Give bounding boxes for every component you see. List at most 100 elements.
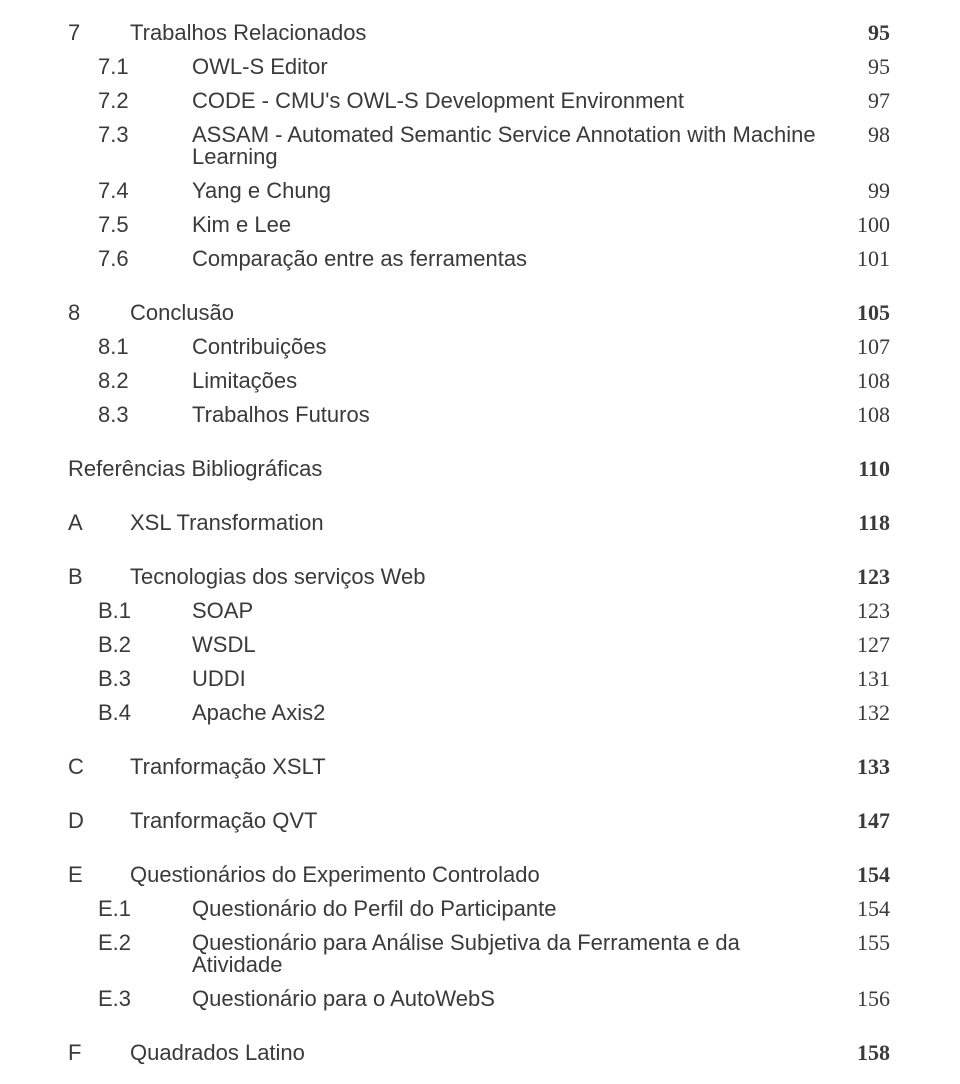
toc-entry-title: Questionários do Experimento Controlado xyxy=(130,864,844,886)
toc-subentry: E.1Questionário do Perfil do Participant… xyxy=(68,898,890,920)
toc-entry-page: 118 xyxy=(844,512,890,534)
toc-entry-number: E.3 xyxy=(68,988,192,1010)
toc-entry-title: Comparação entre as ferramentas xyxy=(192,248,844,270)
toc-entry-title: Questionário para Análise Subjetiva da F… xyxy=(192,932,844,976)
toc-entry-page: 99 xyxy=(844,180,890,202)
toc-subentry: 7.6Comparação entre as ferramentas101 xyxy=(68,248,890,270)
toc-entry-title: Yang e Chung xyxy=(192,180,844,202)
toc-entry-title: UDDI xyxy=(192,668,844,690)
toc-subentry: B.3UDDI131 xyxy=(68,668,890,690)
toc-entry-page: 123 xyxy=(844,600,890,622)
toc-entry-page: 110 xyxy=(844,458,890,480)
toc-entry-number: A xyxy=(68,512,130,534)
toc-entry-number: B.2 xyxy=(68,634,192,656)
toc-entry-page: 98 xyxy=(844,124,890,146)
toc-subentry: 8.2Limitações108 xyxy=(68,370,890,392)
toc-entry-page: 101 xyxy=(844,248,890,270)
toc-entry-number: B xyxy=(68,566,130,588)
toc-entry-page: 133 xyxy=(844,756,890,778)
toc-entry-page: 105 xyxy=(844,302,890,324)
toc-entry-page: 131 xyxy=(844,668,890,690)
toc-subentry: B.2WSDL127 xyxy=(68,634,890,656)
toc-entry-number: 7.4 xyxy=(68,180,192,202)
toc-entry-title: Referências Bibliográficas xyxy=(68,458,844,480)
toc-entry-number: 7.2 xyxy=(68,90,192,112)
toc-subentry: 7.3ASSAM - Automated Semantic Service An… xyxy=(68,124,890,168)
toc-entry-number: E.2 xyxy=(68,932,192,954)
toc-entry-page: 100 xyxy=(844,214,890,236)
toc-entry-title: CODE - CMU's OWL-S Development Environme… xyxy=(192,90,844,112)
toc-entry-title: Tranformação QVT xyxy=(130,810,844,832)
toc-entry-number: 7 xyxy=(68,22,130,44)
toc-entry-title: ASSAM - Automated Semantic Service Annot… xyxy=(192,124,844,168)
toc-chapter: AXSL Transformation118 xyxy=(68,512,890,534)
toc-entry-number: E xyxy=(68,864,130,886)
toc-entry-title: WSDL xyxy=(192,634,844,656)
toc-entry-number: D xyxy=(68,810,130,832)
toc-entry-number: B.3 xyxy=(68,668,192,690)
toc-entry-title: Conclusão xyxy=(130,302,844,324)
toc-entry-page: 155 xyxy=(844,932,890,954)
toc-chapter: EQuestionários do Experimento Controlado… xyxy=(68,864,890,886)
toc-entry-number: 8.2 xyxy=(68,370,192,392)
toc-entry-number: F xyxy=(68,1042,130,1064)
toc-entry-page: 107 xyxy=(844,336,890,358)
toc-entry-title: Kim e Lee xyxy=(192,214,844,236)
toc-subentry: 7.1OWL-S Editor95 xyxy=(68,56,890,78)
toc-chapter: BTecnologias dos serviços Web123 xyxy=(68,566,890,588)
toc-entry-title: Apache Axis2 xyxy=(192,702,844,724)
toc-page: 7Trabalhos Relacionados957.1OWL-S Editor… xyxy=(0,0,960,1084)
toc-entry-title: Trabalhos Relacionados xyxy=(130,22,844,44)
toc-chapter: CTranformação XSLT133 xyxy=(68,756,890,778)
toc-entry-title: Contribuições xyxy=(192,336,844,358)
toc-subentry: E.3Questionário para o AutoWebS156 xyxy=(68,988,890,1010)
toc-entry-page: 154 xyxy=(844,864,890,886)
toc-entry-page: 156 xyxy=(844,988,890,1010)
toc-entry-page: 123 xyxy=(844,566,890,588)
toc-entry-number: 8 xyxy=(68,302,130,324)
toc-entry-number: B.1 xyxy=(68,600,192,622)
toc-subentry: 7.4Yang e Chung99 xyxy=(68,180,890,202)
toc-entry-title: Trabalhos Futuros xyxy=(192,404,844,426)
toc-entry-page: 108 xyxy=(844,404,890,426)
toc-entry-number: 7.6 xyxy=(68,248,192,270)
toc-subentry: E.2Questionário para Análise Subjetiva d… xyxy=(68,932,890,976)
toc-entry-number: 7.3 xyxy=(68,124,192,146)
toc-entry-number: B.4 xyxy=(68,702,192,724)
toc-entry-number: 8.1 xyxy=(68,336,192,358)
toc-entry-page: 108 xyxy=(844,370,890,392)
toc-subentry: 7.2CODE - CMU's OWL-S Development Enviro… xyxy=(68,90,890,112)
toc-entry-page: 97 xyxy=(844,90,890,112)
toc-entry-page: 95 xyxy=(844,56,890,78)
toc-entry-title: SOAP xyxy=(192,600,844,622)
toc-chapter: 8Conclusão105 xyxy=(68,302,890,324)
toc-entry-page: 95 xyxy=(844,22,890,44)
toc-entry-page: 127 xyxy=(844,634,890,656)
toc-entry-title: Tranformação XSLT xyxy=(130,756,844,778)
toc-entry-title: XSL Transformation xyxy=(130,512,844,534)
toc-subentry: B.4Apache Axis2132 xyxy=(68,702,890,724)
toc-entry-page: 158 xyxy=(844,1042,890,1064)
toc-entry-number: C xyxy=(68,756,130,778)
toc-subentry: 7.5Kim e Lee100 xyxy=(68,214,890,236)
toc-subentry: B.1SOAP123 xyxy=(68,600,890,622)
toc-entry-number: 8.3 xyxy=(68,404,192,426)
toc-entry-title: Questionário para o AutoWebS xyxy=(192,988,844,1010)
toc-chapter: FQuadrados Latino158 xyxy=(68,1042,890,1064)
toc-entry-page: 147 xyxy=(844,810,890,832)
toc-entry-title: Quadrados Latino xyxy=(130,1042,844,1064)
toc-entry-title: OWL-S Editor xyxy=(192,56,844,78)
toc-entry-number: 7.1 xyxy=(68,56,192,78)
toc-chapter: DTranformação QVT147 xyxy=(68,810,890,832)
toc-subentry: 8.3Trabalhos Futuros108 xyxy=(68,404,890,426)
toc-chapter: Referências Bibliográficas110 xyxy=(68,458,890,480)
toc-entry-title: Limitações xyxy=(192,370,844,392)
toc-chapter: 7Trabalhos Relacionados95 xyxy=(68,22,890,44)
toc-entry-title: Questionário do Perfil do Participante xyxy=(192,898,844,920)
toc-entry-title: Tecnologias dos serviços Web xyxy=(130,566,844,588)
toc-entry-number: E.1 xyxy=(68,898,192,920)
toc-subentry: 8.1Contribuições107 xyxy=(68,336,890,358)
toc-entry-page: 132 xyxy=(844,702,890,724)
toc-entry-page: 154 xyxy=(844,898,890,920)
toc-entry-number: 7.5 xyxy=(68,214,192,236)
